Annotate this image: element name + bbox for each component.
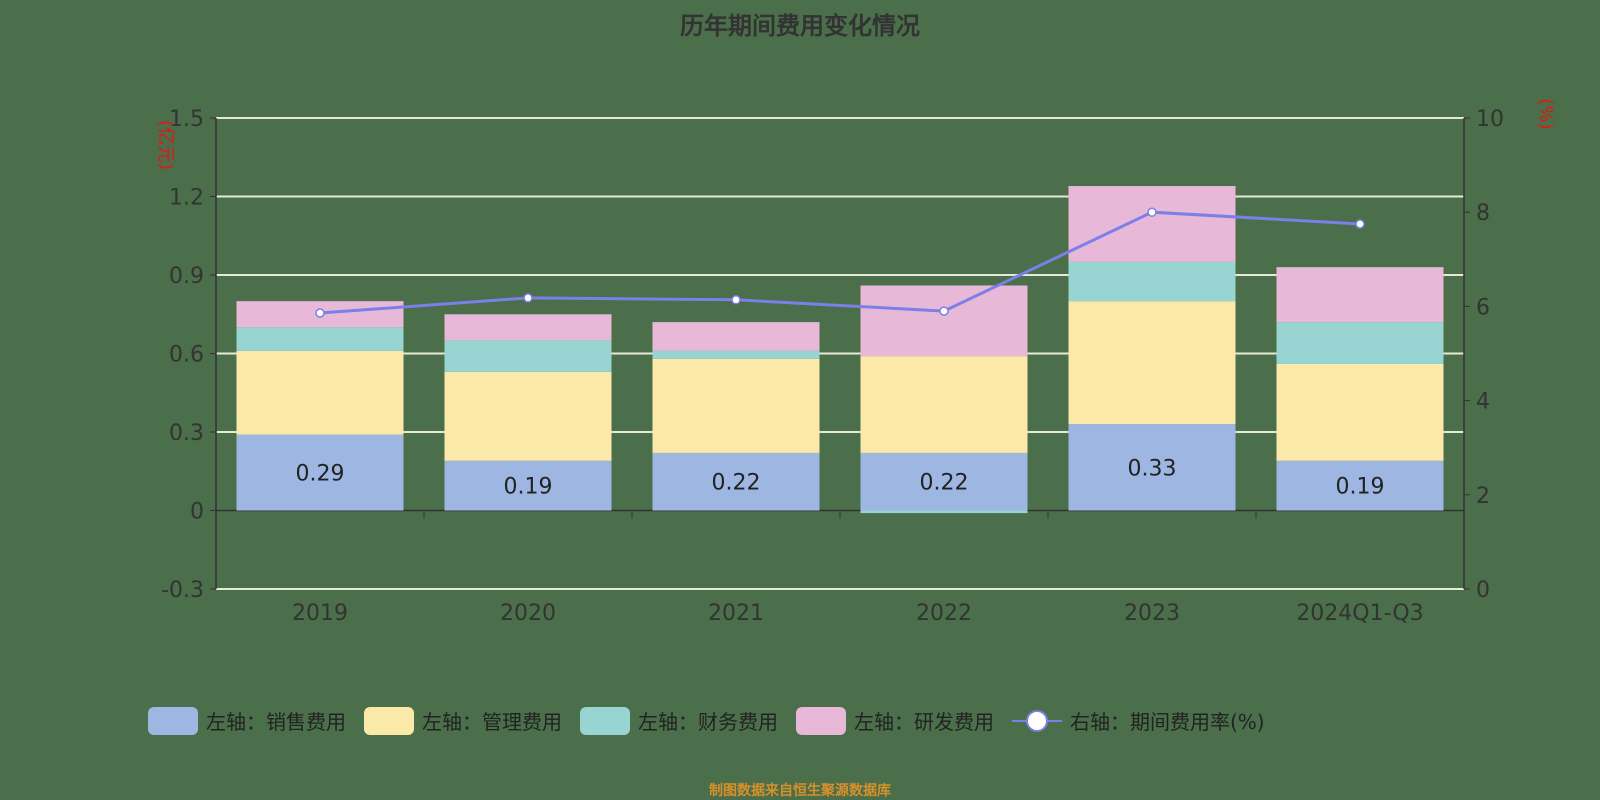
bar-segment xyxy=(236,434,404,511)
line-point xyxy=(523,293,533,303)
bar-segment xyxy=(444,314,612,341)
line-series xyxy=(319,210,1361,315)
bar-segment xyxy=(1276,363,1444,461)
bar-segment xyxy=(652,358,820,453)
bar-data-label: 0.22 xyxy=(920,471,969,496)
legend-item-admin[interactable]: 左轴：管理费用 xyxy=(364,706,562,735)
legend-swatch xyxy=(364,706,414,735)
line-point xyxy=(315,308,325,318)
legend-item-sales[interactable]: 左轴：销售费用 xyxy=(148,706,346,735)
bar-segment xyxy=(1068,301,1236,425)
bar-segment xyxy=(444,340,612,372)
legend-swatch xyxy=(580,706,630,735)
y-tick-label: -0.3 xyxy=(161,578,204,603)
bar-segment xyxy=(1068,424,1236,511)
y2-tick-label: 0 xyxy=(1476,578,1490,603)
legend-line-marker-icon xyxy=(1012,709,1062,732)
right-axis-unit: (%) xyxy=(1535,98,1556,129)
bar-segment xyxy=(236,350,404,435)
line-point xyxy=(1355,219,1365,229)
x-tick-label: 2023 xyxy=(1124,601,1180,626)
legend-label: 左轴：财务费用 xyxy=(638,710,778,734)
legend-label: 右轴：期间费用率(%) xyxy=(1070,710,1265,734)
legend-label: 左轴：研发费用 xyxy=(854,710,994,734)
x-tick-label: 2021 xyxy=(708,601,764,626)
bar-segment xyxy=(860,356,1028,453)
legend-label: 左轴：销售费用 xyxy=(206,710,346,734)
data-source-note: 制图数据来自恒生聚源数据库 xyxy=(709,783,891,799)
y-tick-label: 0.9 xyxy=(169,264,204,289)
bar-segment xyxy=(1276,322,1444,364)
y2-tick-label: 6 xyxy=(1476,295,1490,320)
legend-item-expense-ratio[interactable]: 右轴：期间费用率(%) xyxy=(1012,706,1265,735)
y2-tick-label: 2 xyxy=(1476,484,1490,509)
left-axis-unit: (亿元) xyxy=(155,120,176,170)
bar-segment xyxy=(860,285,1028,357)
chart-title: 历年期间费用变化情况 xyxy=(680,12,920,40)
bar-data-label: 0.19 xyxy=(504,475,553,500)
y2-tick-label: 8 xyxy=(1476,201,1490,226)
y2-tick-label: 4 xyxy=(1476,390,1490,415)
bar-segment xyxy=(1068,186,1236,262)
y-tick-label: 1.5 xyxy=(169,107,204,132)
bar-segment xyxy=(1276,460,1444,511)
bar-segment xyxy=(1068,261,1236,302)
bar-data-label: 0.33 xyxy=(1128,456,1177,481)
legend: 左轴：销售费用 左轴：管理费用 左轴：财务费用 左轴：研发费用 右轴：期间费用率… xyxy=(148,706,1283,735)
bar-data-label: 0.19 xyxy=(1336,475,1385,500)
y2-tick-label: 10 xyxy=(1476,107,1504,132)
bar-segment xyxy=(444,371,612,461)
x-tick-label: 2020 xyxy=(500,601,556,626)
legend-swatch xyxy=(796,706,846,735)
x-tick-label: 2019 xyxy=(292,601,348,626)
y-tick-label: 0.6 xyxy=(169,343,204,368)
bar-segment xyxy=(652,322,820,351)
y-tick-label: 0.3 xyxy=(169,421,204,446)
legend-swatch xyxy=(148,706,198,735)
bar-segment xyxy=(1276,267,1444,323)
line-point xyxy=(1147,207,1157,217)
bar-segment xyxy=(652,350,820,359)
bar-segment xyxy=(860,452,1028,511)
line-point xyxy=(731,295,741,305)
legend-label: 左轴：管理费用 xyxy=(422,710,562,734)
bar-segment xyxy=(444,460,612,511)
bar-segment xyxy=(652,452,820,511)
line-point xyxy=(939,306,949,316)
bar-segment xyxy=(860,510,1028,514)
y-tick-label: 0 xyxy=(190,500,204,525)
x-tick-label: 2024Q1-Q3 xyxy=(1296,601,1423,626)
bar-data-label: 0.29 xyxy=(296,462,345,487)
legend-item-finance[interactable]: 左轴：财务费用 xyxy=(580,706,778,735)
x-tick-label: 2022 xyxy=(916,601,972,626)
legend-item-rd[interactable]: 左轴：研发费用 xyxy=(796,706,994,735)
y-tick-label: 1.2 xyxy=(169,186,204,211)
bar-segment xyxy=(236,327,404,351)
bar-data-label: 0.22 xyxy=(712,471,761,496)
